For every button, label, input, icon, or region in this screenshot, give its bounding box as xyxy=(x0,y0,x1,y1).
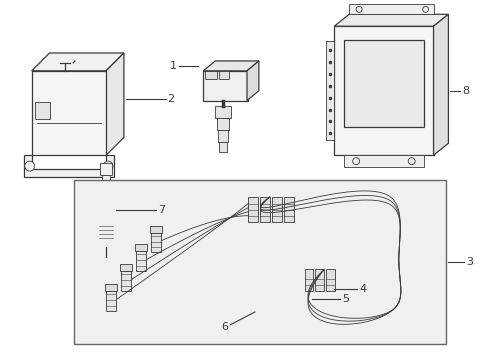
Bar xyxy=(217,118,229,130)
Bar xyxy=(74,180,446,344)
Bar xyxy=(259,197,269,222)
Bar xyxy=(304,269,313,291)
Bar xyxy=(32,71,106,155)
Bar xyxy=(106,291,116,311)
Bar xyxy=(105,284,117,291)
Bar xyxy=(136,251,145,271)
Circle shape xyxy=(103,161,113,171)
Bar xyxy=(205,71,217,79)
Bar xyxy=(150,233,161,252)
Bar xyxy=(149,226,162,233)
Bar xyxy=(120,264,132,271)
Bar xyxy=(334,26,433,155)
Circle shape xyxy=(352,158,359,165)
Bar xyxy=(247,197,257,222)
Circle shape xyxy=(422,6,427,12)
Bar xyxy=(101,205,111,220)
Bar xyxy=(97,187,115,205)
Bar xyxy=(121,271,131,291)
Bar xyxy=(219,71,229,79)
Text: 2: 2 xyxy=(167,94,174,104)
Bar xyxy=(218,130,228,142)
Text: 1: 1 xyxy=(169,61,176,71)
Polygon shape xyxy=(433,14,447,155)
Circle shape xyxy=(407,158,414,165)
Bar xyxy=(315,269,324,291)
Polygon shape xyxy=(24,155,114,177)
Bar xyxy=(271,197,281,222)
Polygon shape xyxy=(203,61,258,71)
Bar xyxy=(344,155,423,167)
Text: 7: 7 xyxy=(157,205,164,215)
Bar xyxy=(348,4,433,14)
Bar xyxy=(100,163,112,175)
Bar xyxy=(219,142,226,152)
Bar xyxy=(215,105,231,118)
Polygon shape xyxy=(246,61,258,100)
Bar xyxy=(135,244,146,251)
Text: 8: 8 xyxy=(461,86,468,96)
Bar xyxy=(203,71,247,100)
Bar xyxy=(344,40,423,127)
Circle shape xyxy=(355,6,361,12)
Text: 6: 6 xyxy=(221,322,228,332)
Bar xyxy=(325,269,335,291)
Text: 3: 3 xyxy=(466,257,472,267)
Polygon shape xyxy=(32,53,123,71)
Bar xyxy=(102,175,110,187)
Bar xyxy=(35,102,49,120)
Bar xyxy=(103,238,109,247)
Polygon shape xyxy=(97,187,114,207)
Text: 5: 5 xyxy=(342,294,348,304)
Text: 4: 4 xyxy=(358,284,366,294)
Polygon shape xyxy=(106,53,123,155)
Polygon shape xyxy=(334,14,447,26)
Bar xyxy=(283,197,293,222)
Circle shape xyxy=(25,161,35,171)
Bar xyxy=(325,41,334,140)
Bar xyxy=(99,220,113,238)
